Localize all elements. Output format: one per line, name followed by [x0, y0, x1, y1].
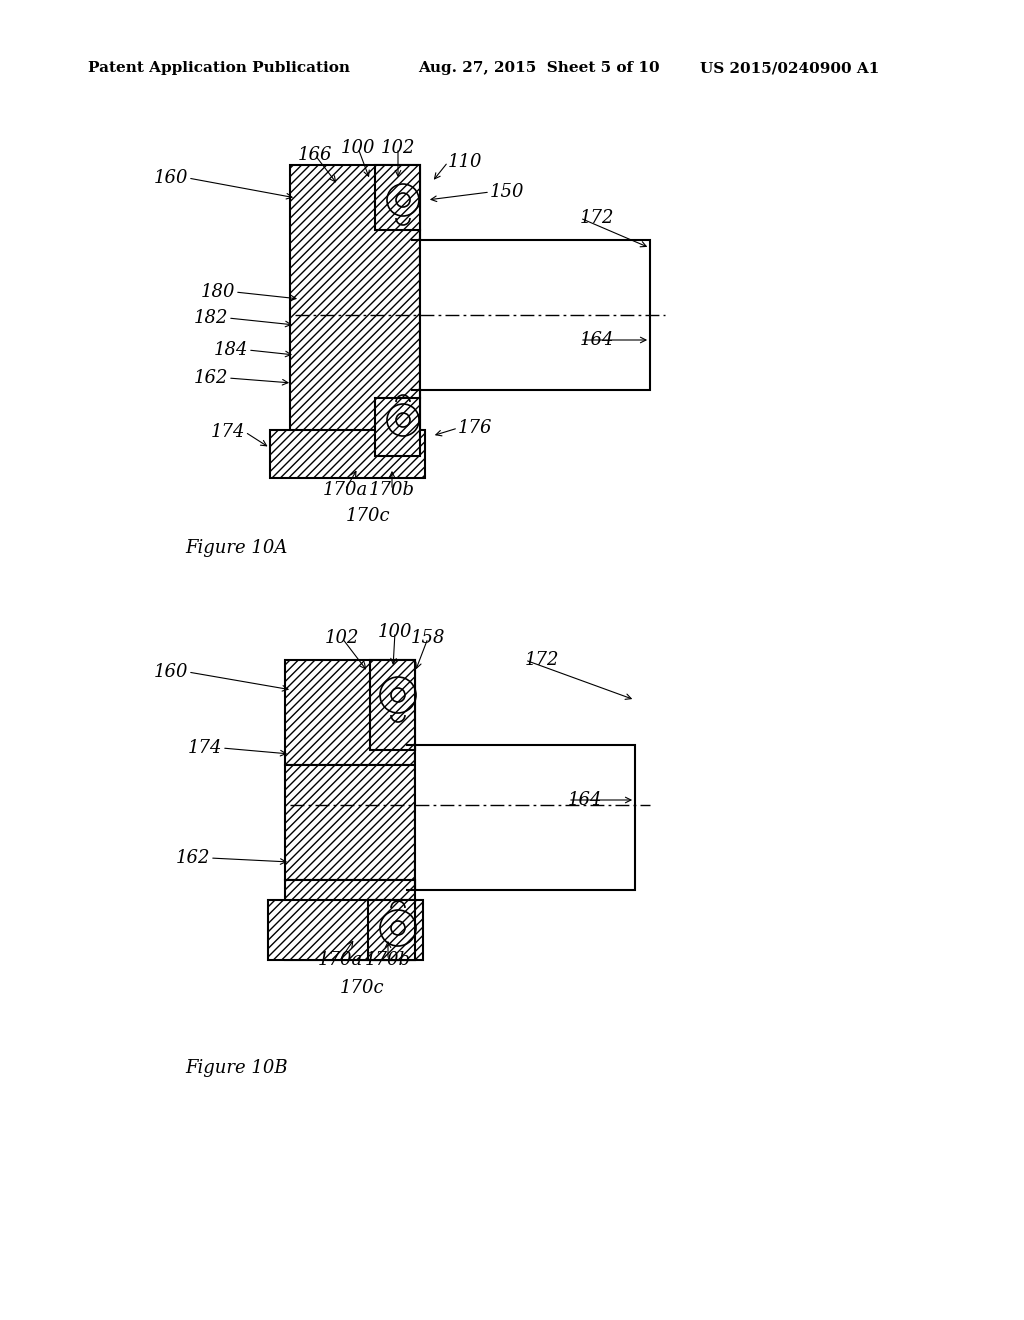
Text: 110: 110	[449, 153, 482, 172]
Bar	[370, 660, 415, 750]
Text: 172: 172	[580, 209, 614, 227]
Text: 170a: 170a	[323, 480, 368, 499]
Bar	[268, 900, 423, 960]
Bar	[285, 660, 415, 766]
Text: 100: 100	[378, 623, 413, 642]
Text: Patent Application Publication: Patent Application Publication	[88, 61, 350, 75]
Text: 160: 160	[154, 663, 188, 681]
Text: 180: 180	[201, 282, 234, 301]
Text: 170c: 170c	[346, 507, 390, 525]
Bar	[375, 399, 420, 455]
Text: 102: 102	[325, 630, 359, 647]
Text: Figure 10B: Figure 10B	[185, 1059, 288, 1077]
Text: Aug. 27, 2015  Sheet 5 of 10: Aug. 27, 2015 Sheet 5 of 10	[418, 61, 659, 75]
Bar	[375, 165, 420, 230]
Text: 172: 172	[525, 651, 559, 669]
Bar	[290, 165, 420, 455]
Text: 102: 102	[381, 139, 416, 157]
Text: 182: 182	[194, 309, 228, 327]
Bar	[420, 240, 650, 389]
Text: 162: 162	[175, 849, 210, 867]
Bar	[415, 744, 635, 890]
Text: 174: 174	[187, 739, 222, 756]
Bar	[285, 880, 415, 960]
Text: 174: 174	[211, 422, 245, 441]
Text: 166: 166	[298, 147, 332, 164]
Text: Figure 10A: Figure 10A	[185, 539, 288, 557]
Text: 160: 160	[154, 169, 188, 187]
Text: 100: 100	[341, 139, 375, 157]
Text: 176: 176	[458, 418, 493, 437]
Text: 162: 162	[194, 370, 228, 387]
Bar	[270, 430, 425, 478]
Text: 170c: 170c	[340, 979, 384, 997]
Text: 164: 164	[580, 331, 614, 348]
Text: 164: 164	[568, 791, 602, 809]
Text: 170b: 170b	[369, 480, 415, 499]
Bar	[368, 900, 415, 960]
Text: 150: 150	[490, 183, 524, 201]
Bar	[285, 766, 415, 880]
Text: 158: 158	[411, 630, 445, 647]
Text: 170a: 170a	[317, 950, 362, 969]
Text: US 2015/0240900 A1: US 2015/0240900 A1	[700, 61, 880, 75]
Text: 184: 184	[213, 341, 248, 359]
Text: 170b: 170b	[365, 950, 411, 969]
